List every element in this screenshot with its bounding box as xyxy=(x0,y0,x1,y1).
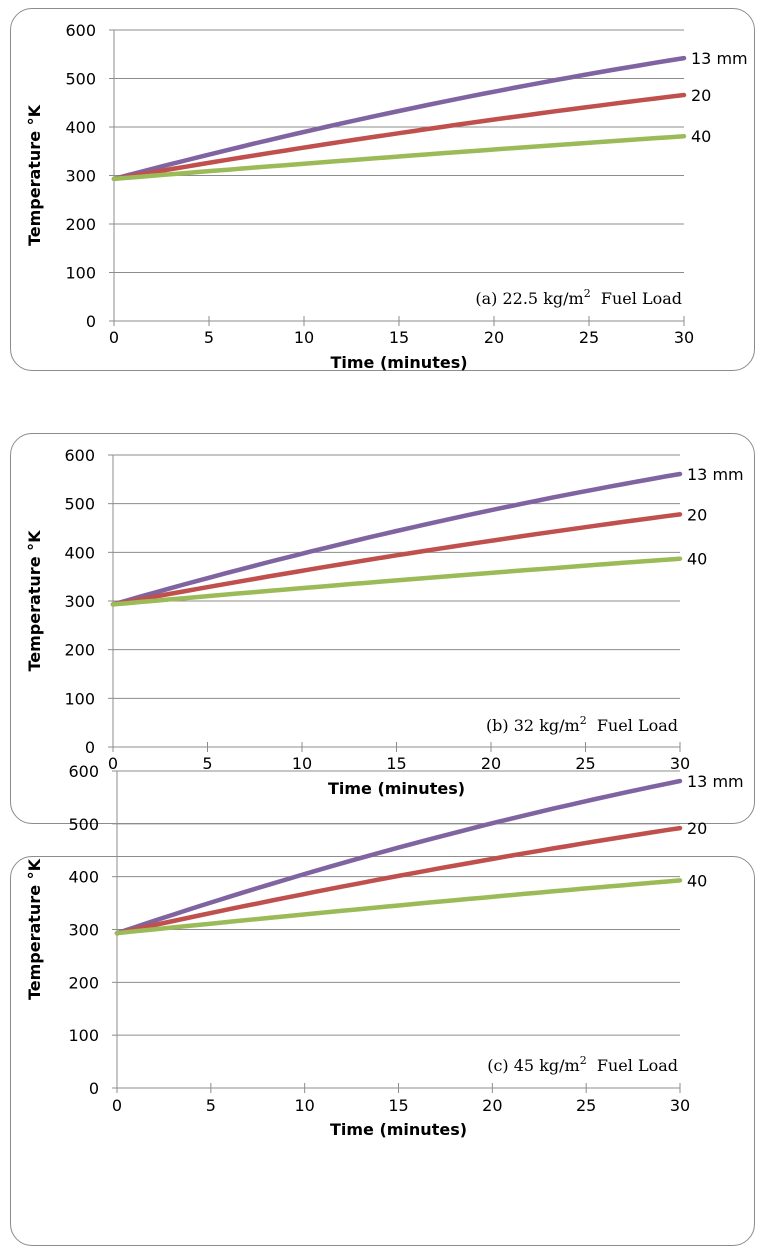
x-tick-label: 30 xyxy=(670,1096,690,1115)
series-line-13-mm xyxy=(111,55,687,182)
series-line-40 xyxy=(110,556,683,607)
series-line-13-mm xyxy=(114,778,683,936)
chart-panel-b xyxy=(10,433,755,824)
series-line-40 xyxy=(114,878,683,936)
y-tick-label: 200 xyxy=(65,215,96,234)
y-tick-label: 600 xyxy=(65,21,96,40)
series-label: 40 xyxy=(687,871,707,890)
series-line-20 xyxy=(114,825,683,936)
y-tick-label: 200 xyxy=(64,641,95,660)
fuel-load-annotation: (b) 32 kg/m2 Fuel Load xyxy=(486,714,678,735)
y-tick-label: 200 xyxy=(68,973,99,992)
y-tick-label: 500 xyxy=(68,815,99,834)
series-label: 40 xyxy=(691,127,711,146)
series-label: 13 mm xyxy=(691,49,748,68)
annotation-superscript: 2 xyxy=(584,287,591,300)
chart-a: 0 100 200 300 400 500 600 0 5 10 15 20 25 30 Time (min… xyxy=(25,21,748,372)
x-tick-label: 20 xyxy=(484,328,504,347)
series-label: 20 xyxy=(687,819,707,838)
series-label: 13 mm xyxy=(687,465,744,484)
y-tick-label: 100 xyxy=(64,689,95,708)
y-axis-title: Temperature °K xyxy=(25,858,44,1000)
annotation-prefix: (a) 22.5 kg/m xyxy=(475,289,583,308)
x-tick-label: 15 xyxy=(389,328,409,347)
x-tick-label: 10 xyxy=(294,1096,314,1115)
x-tick-label: 25 xyxy=(575,754,595,773)
x-tick-label: 15 xyxy=(386,754,406,773)
y-tick-label: 0 xyxy=(89,1079,99,1098)
y-tick-label: 400 xyxy=(64,543,95,562)
x-axis-title: Time (minutes) xyxy=(330,1120,467,1139)
y-tick-label: 600 xyxy=(64,446,95,465)
x-axis-title: Time (minutes) xyxy=(330,353,467,372)
y-tick-label: 300 xyxy=(68,921,99,940)
chart-panel-c xyxy=(10,856,755,1246)
x-tick-label: 5 xyxy=(206,1096,216,1115)
x-axis-title: Time (minutes) xyxy=(328,779,465,798)
series-label: 40 xyxy=(687,550,707,569)
series-label: 20 xyxy=(691,86,711,105)
fuel-load-annotation: (a) 22.5 kg/m2 Fuel Load xyxy=(475,287,682,308)
x-tick-label: 0 xyxy=(112,1096,122,1115)
y-tick-label: 600 xyxy=(68,762,99,781)
x-tick-label: 5 xyxy=(204,328,214,347)
series-label: 20 xyxy=(687,505,707,524)
y-tick-label: 100 xyxy=(68,1026,99,1045)
x-tick-label: 25 xyxy=(579,328,599,347)
x-tick-label: 10 xyxy=(292,754,312,773)
x-tick-label: 0 xyxy=(109,328,119,347)
y-tick-label: 400 xyxy=(65,118,96,137)
annotation-superscript: 2 xyxy=(580,1054,587,1067)
series-line-20 xyxy=(110,512,683,607)
y-tick-label: 400 xyxy=(68,868,99,887)
x-tick-label: 25 xyxy=(576,1096,596,1115)
y-tick-label: 0 xyxy=(85,738,95,757)
chart-c: 0 100 200 300 400 500 600 0 5 10 15 20 25 30 Time (min… xyxy=(25,762,744,1139)
x-tick-label: 10 xyxy=(294,328,314,347)
x-tick-label: 0 xyxy=(108,754,118,773)
annotation-suffix: Fuel Load xyxy=(587,1056,678,1075)
y-tick-label: 300 xyxy=(65,167,96,186)
y-axis-title: Temperature °K xyxy=(25,530,44,672)
y-tick-label: 500 xyxy=(64,495,95,514)
annotation-superscript: 2 xyxy=(580,714,587,727)
y-tick-label: 300 xyxy=(64,592,95,611)
x-tick-label: 5 xyxy=(202,754,212,773)
series-line-20 xyxy=(111,92,687,182)
series-label: 13 mm xyxy=(687,772,744,791)
annotation-prefix: (b) 32 kg/m xyxy=(486,716,580,735)
y-tick-label: 0 xyxy=(86,312,96,331)
annotation-suffix: Fuel Load xyxy=(587,716,678,735)
annotation-prefix: (c) 45 kg/m xyxy=(487,1056,579,1075)
x-tick-label: 15 xyxy=(388,1096,408,1115)
x-tick-label: 20 xyxy=(481,754,501,773)
x-tick-label: 30 xyxy=(670,754,690,773)
y-tick-label: 500 xyxy=(65,70,96,89)
series-line-40 xyxy=(111,133,687,182)
series-line-13-mm xyxy=(110,471,683,607)
y-axis-title: Temperature °K xyxy=(25,104,44,246)
y-tick-label: 100 xyxy=(65,264,96,283)
chart-b: 0 100 200 300 400 500 600 0 5 10 15 20 25 30 Time (min… xyxy=(25,446,744,798)
fuel-load-annotation: (c) 45 kg/m2 Fuel Load xyxy=(487,1054,678,1075)
x-tick-label: 30 xyxy=(674,328,694,347)
x-tick-label: 20 xyxy=(482,1096,502,1115)
annotation-suffix: Fuel Load xyxy=(591,289,682,308)
